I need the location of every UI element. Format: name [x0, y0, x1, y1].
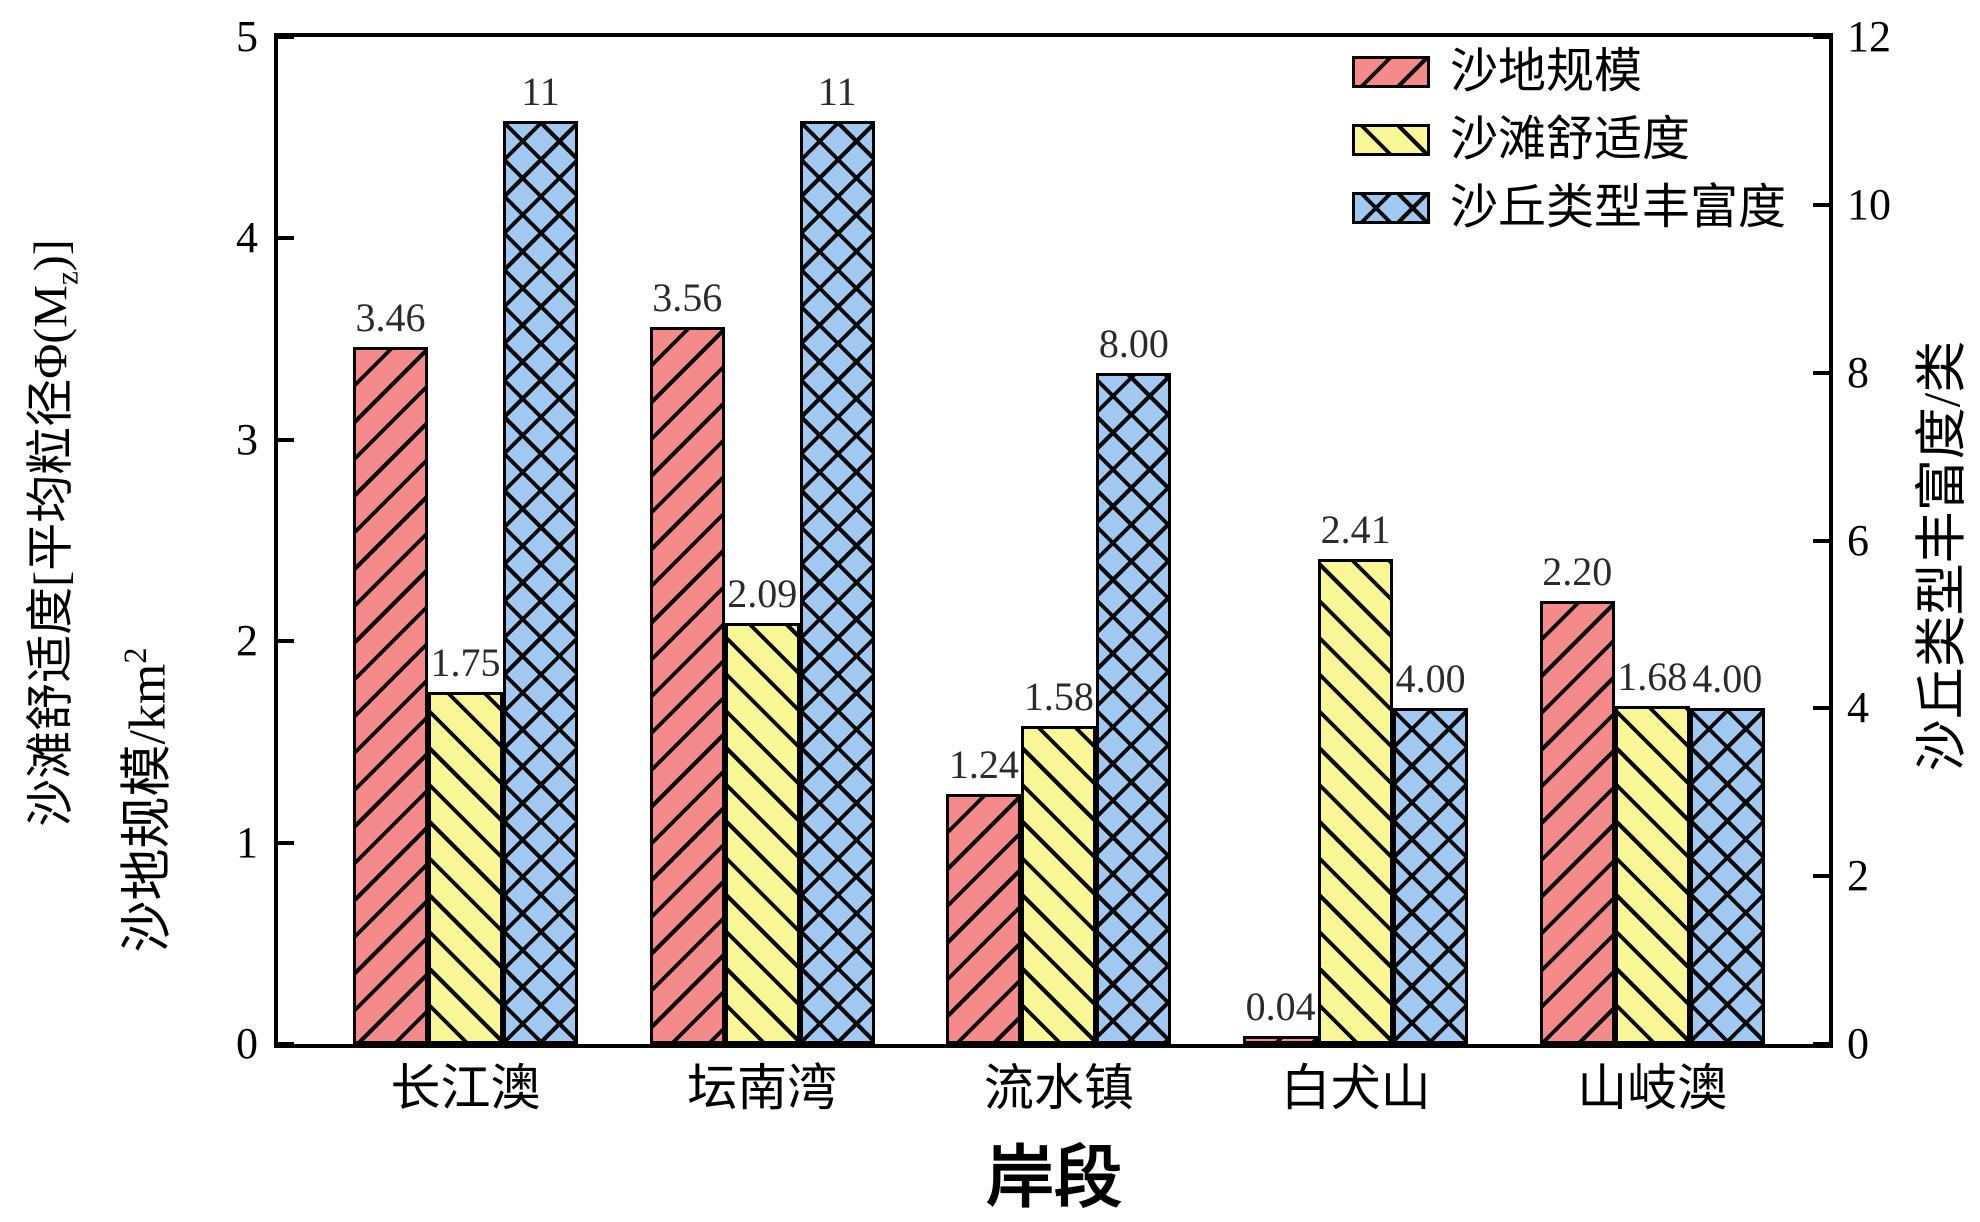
legend-swatch-series-1 — [1352, 123, 1430, 156]
left-axis-tick — [278, 639, 294, 644]
bar-沙滩舒适度-白犬山 — [1318, 558, 1394, 1044]
right-axis-tick-label: 4 — [1847, 683, 1869, 733]
bar-沙地规模-流水镇 — [946, 794, 1022, 1044]
left-axis-tick-label: 1 — [236, 817, 258, 867]
plot-inner: 3.46 3.56 1.24 0.04 2.20 1.75 2.09 1.58 2.41 1.68… — [278, 35, 1829, 1046]
bar-沙滩舒适度-山岐澳 — [1614, 705, 1690, 1044]
bar-value-label: 11 — [521, 68, 560, 114]
legend-label-series-1: 沙滩舒适度 — [1450, 113, 1691, 166]
left-axis-title-outer-sub: z — [49, 271, 85, 286]
left-axis-tick — [278, 1042, 294, 1046]
bar-沙滩舒适度-坛南湾 — [724, 623, 800, 1044]
right-axis-tick — [1813, 706, 1829, 711]
bar-value-label: 1.75 — [430, 639, 501, 685]
bar-沙滩舒适度-长江澳 — [428, 691, 503, 1044]
right-axis-tick-label: 10 — [1847, 179, 1891, 229]
bar-value-label: 11 — [817, 68, 857, 114]
left-axis-tick-label: 2 — [236, 616, 258, 666]
right-axis-tick — [1813, 1042, 1829, 1046]
right-axis-tick — [1813, 35, 1829, 39]
bar-沙丘类型丰富度-山岐澳 — [1689, 708, 1765, 1044]
bar-沙丘类型丰富度-长江澳 — [503, 120, 578, 1044]
bar-value-label: 4.00 — [1692, 656, 1763, 702]
left-axis-title-inner-main: 沙地规模/km — [119, 663, 177, 953]
x-axis-category-label: 长江澳 — [390, 1060, 541, 1116]
right-axis-title: 沙丘类型丰富度/类 — [1914, 340, 1972, 772]
right-axis-tick-label: 8 — [1847, 347, 1869, 397]
left-axis-tick-label: 3 — [236, 414, 258, 464]
bar-沙滩舒适度-流水镇 — [1021, 725, 1097, 1044]
legend-swatch-series-0 — [1352, 55, 1430, 88]
bar-沙地规模-坛南湾 — [649, 327, 725, 1044]
left-axis-tick — [278, 840, 294, 845]
left-axis-title-outer: 沙滩舒适度[平均粒径Φ(Mz)] — [11, 239, 86, 827]
legend-label-series-0: 沙地规模 — [1450, 45, 1643, 98]
left-axis-title-outer-end: )] — [24, 239, 78, 272]
right-axis-tick — [1813, 202, 1829, 207]
bar-value-label: 3.46 — [355, 295, 426, 341]
right-axis-tick — [1813, 538, 1829, 543]
x-axis-category-label: 白犬山 — [1280, 1060, 1431, 1116]
left-axis-title-inner: 沙地规模/km2 — [105, 647, 180, 952]
right-axis-tick-label: 12 — [1847, 12, 1891, 61]
bar-value-label: 3.56 — [652, 275, 723, 321]
left-axis-title-outer-main: 沙滩舒适度[平均粒径Φ(M — [24, 285, 78, 827]
legend-row: 沙滩舒适度 — [1352, 112, 1786, 167]
left-axis-tick — [278, 437, 294, 442]
x-axis-title: 岸段 — [985, 1140, 1122, 1216]
bar-value-label: 2.09 — [727, 571, 798, 617]
x-axis-category-label: 坛南湾 — [687, 1060, 838, 1116]
bar-value-label: 4.00 — [1395, 656, 1466, 702]
bar-value-label: 2.41 — [1320, 506, 1391, 552]
legend-row: 沙丘类型丰富度 — [1352, 180, 1786, 235]
legend-swatch-series-2 — [1352, 191, 1430, 224]
bar-沙丘类型丰富度-流水镇 — [1096, 372, 1172, 1044]
legend: 沙地规模 沙滩舒适度 沙丘类型丰富度 — [1352, 44, 1786, 248]
bar-沙地规模-白犬山 — [1243, 1035, 1319, 1044]
left-axis-tick-label: 4 — [236, 213, 258, 263]
legend-row: 沙地规模 — [1352, 44, 1786, 99]
left-axis-tick-label: 0 — [236, 1019, 258, 1068]
bar-value-label: 1.24 — [948, 742, 1019, 788]
right-axis-tick — [1813, 874, 1829, 879]
left-axis-tick-label: 5 — [236, 12, 258, 61]
x-axis-category-label: 山岐澳 — [1577, 1060, 1728, 1116]
bar-沙地规模-山岐澳 — [1539, 600, 1615, 1044]
left-axis-title-inner-sup: 2 — [117, 647, 154, 664]
plot-area: 3.46 3.56 1.24 0.04 2.20 1.75 2.09 1.58 2.41 1.68… — [274, 33, 1833, 1048]
bar-value-label: 2.20 — [1542, 548, 1613, 594]
right-axis-tick-label: 0 — [1847, 1019, 1869, 1068]
bar-沙地规模-长江澳 — [353, 347, 428, 1044]
left-axis-tick — [278, 35, 294, 39]
bar-value-label: 8.00 — [1098, 320, 1169, 366]
left-axis-tick — [278, 236, 294, 241]
bar-value-label: 1.68 — [1617, 653, 1688, 699]
legend-label-series-2: 沙丘类型丰富度 — [1450, 181, 1787, 234]
right-axis-tick — [1813, 370, 1829, 375]
bar-沙丘类型丰富度-坛南湾 — [799, 120, 875, 1044]
bar-沙丘类型丰富度-白犬山 — [1393, 708, 1469, 1044]
bar-value-label: 0.04 — [1245, 983, 1316, 1029]
right-axis-tick-label: 2 — [1847, 851, 1869, 901]
bar-value-label: 1.58 — [1023, 673, 1094, 719]
x-axis-category-label: 流水镇 — [983, 1060, 1134, 1116]
right-axis-tick-label: 6 — [1847, 515, 1869, 565]
